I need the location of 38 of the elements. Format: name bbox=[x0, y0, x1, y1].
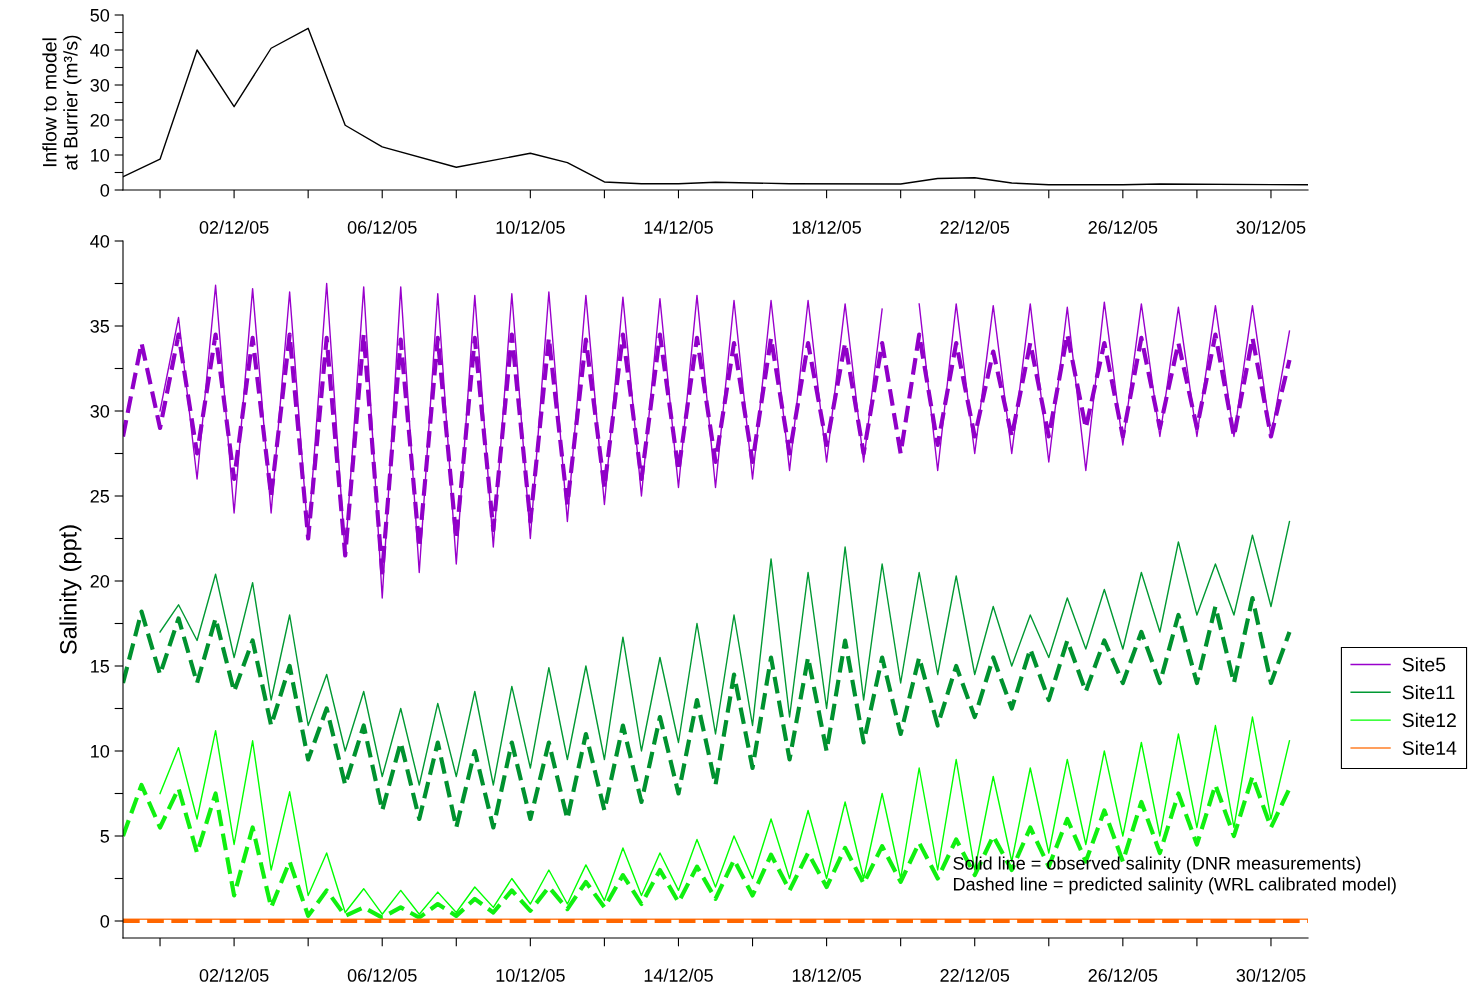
y-axis-title: Salinity (ppt) bbox=[59, 525, 82, 655]
y-tick-label: 15 bbox=[91, 660, 110, 673]
x-tick-label: 26/12/05 bbox=[1088, 220, 1158, 234]
y-tick-label: 35 bbox=[90, 319, 110, 333]
y-tick-label: 20 bbox=[90, 574, 110, 588]
legend-label: Site12 bbox=[1402, 712, 1456, 728]
y-tick-label: 5 bbox=[100, 830, 110, 843]
x-tick-label: 30/12/05 bbox=[1236, 220, 1306, 234]
legend-label: Site5 bbox=[1402, 657, 1446, 672]
x-tick-label: 14/12/05 bbox=[644, 968, 713, 982]
y-tick-label: 40 bbox=[90, 234, 110, 248]
x-tick-label: 10/12/05 bbox=[496, 220, 565, 234]
x-tick-label: 22/12/05 bbox=[940, 968, 1010, 982]
y-tick-label: 40 bbox=[90, 43, 110, 57]
x-tick-label: 14/12/05 bbox=[644, 220, 713, 234]
x-tick-label: 10/12/05 bbox=[496, 968, 565, 982]
x-tick-label: 18/12/05 bbox=[792, 220, 861, 234]
x-tick-label: 06/12/05 bbox=[347, 220, 417, 234]
y-tick-label: 30 bbox=[90, 78, 110, 92]
y-tick-label: 20 bbox=[90, 113, 110, 127]
x-tick-label: 06/12/05 bbox=[347, 968, 417, 982]
y-tick-label: 10 bbox=[91, 148, 110, 162]
legend-label: Site11 bbox=[1402, 685, 1455, 700]
y-axis-title: Inflow to model at Burrier (m³/s) bbox=[42, 35, 82, 170]
y-tick-label: 50 bbox=[90, 8, 110, 22]
x-tick-label: 18/12/05 bbox=[792, 968, 861, 982]
x-tick-label: 30/12/05 bbox=[1236, 968, 1306, 982]
legend-label: Site14 bbox=[1402, 740, 1457, 755]
x-tick-label: 22/12/05 bbox=[940, 220, 1010, 234]
x-tick-label: 02/12/05 bbox=[199, 220, 269, 234]
annotation: Dashed line = predicted salinity (WRL calibrated model) bbox=[953, 877, 1396, 895]
x-tick-label: 02/12/05 bbox=[199, 968, 269, 982]
x-tick-label: 26/12/05 bbox=[1088, 968, 1158, 982]
y-tick-label: 0 bbox=[100, 183, 110, 197]
y-tick-label: 10 bbox=[91, 744, 110, 758]
y-tick-label: 30 bbox=[90, 404, 110, 418]
y-tick-label: 25 bbox=[90, 489, 110, 503]
y-tick-label: 0 bbox=[100, 914, 110, 928]
